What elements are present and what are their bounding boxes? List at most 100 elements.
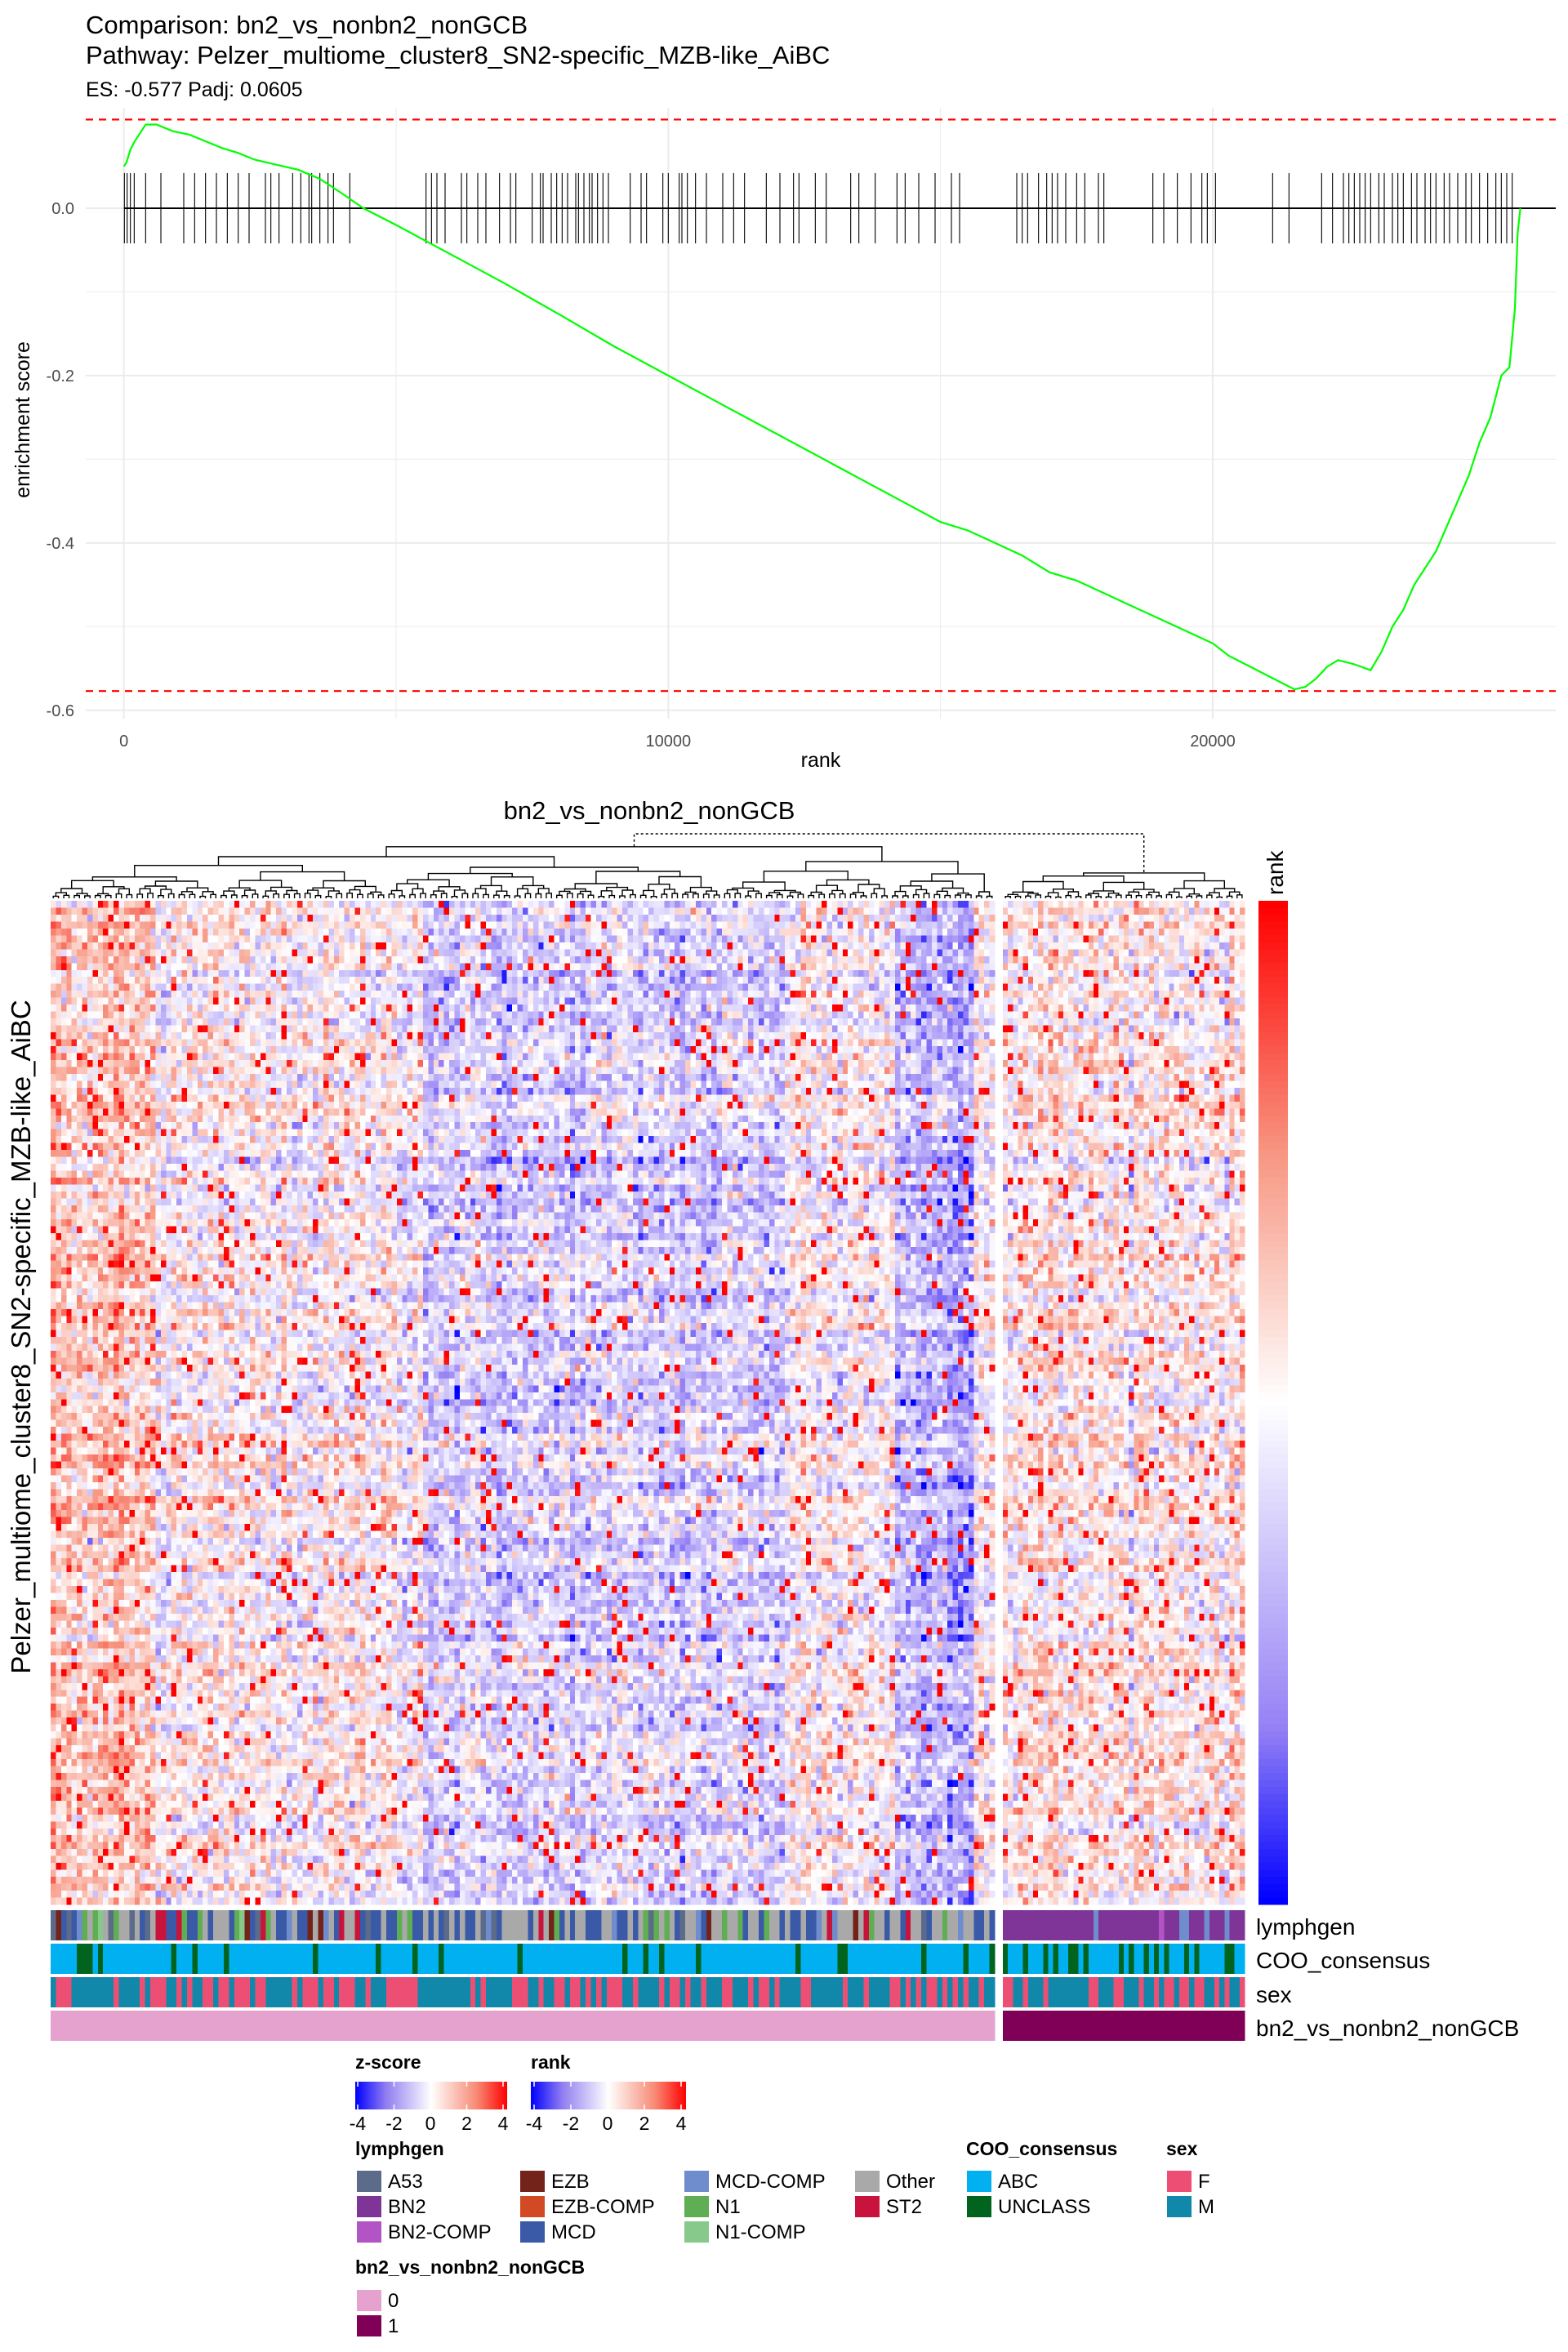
- heatmap-cell: [774, 1067, 781, 1075]
- heatmap-cell: [296, 969, 303, 978]
- heatmap-cell: [921, 942, 928, 950]
- heatmap-cell: [732, 921, 738, 929]
- heatmap-cell: [795, 914, 801, 923]
- heatmap-cell: [805, 983, 812, 991]
- heatmap-cell: [853, 1059, 859, 1068]
- heatmap-cell: [97, 914, 104, 923]
- heatmap-cell: [486, 1039, 492, 1047]
- heatmap-cell: [265, 997, 272, 1005]
- heatmap-cell: [874, 1045, 880, 1054]
- heatmap-cell: [480, 1004, 487, 1013]
- heatmap-cell: [822, 921, 828, 929]
- heatmap-cell: [365, 969, 372, 978]
- heatmap-cell: [350, 977, 356, 985]
- heatmap-cell: [339, 956, 345, 964]
- heatmap-cell: [958, 949, 964, 957]
- heatmap-cell: [915, 907, 922, 915]
- heatmap-cell: [250, 983, 256, 991]
- heatmap-cell: [386, 1053, 393, 1061]
- heatmap-cell: [664, 942, 670, 950]
- heatmap-cell: [984, 997, 991, 1005]
- heatmap-cell: [963, 1045, 969, 1054]
- heatmap-cell: [475, 1004, 482, 1013]
- heatmap-cell: [250, 1059, 256, 1068]
- heatmap-cell: [359, 921, 366, 929]
- heatmap-cell: [942, 942, 948, 950]
- heatmap-cell: [302, 1073, 309, 1081]
- heatmap-cell: [281, 1011, 287, 1019]
- heatmap-cell: [496, 921, 502, 929]
- heatmap-cell: [281, 991, 287, 999]
- heatmap-cell: [449, 1059, 456, 1068]
- heatmap-cell: [213, 963, 220, 971]
- heatmap-cell: [433, 928, 439, 936]
- heatmap-cell: [475, 928, 482, 936]
- heatmap-cell: [370, 901, 376, 909]
- heatmap-cell: [396, 1045, 403, 1054]
- heatmap-cell: [60, 1059, 67, 1068]
- heatmap-cell: [160, 1025, 167, 1033]
- heatmap-cell: [638, 1067, 644, 1075]
- heatmap-cell: [82, 969, 88, 978]
- heatmap-cell: [759, 1004, 765, 1013]
- heatmap-cell: [396, 977, 403, 985]
- heatmap-cell: [926, 1032, 933, 1040]
- heatmap-cell: [900, 928, 906, 936]
- heatmap-cell: [56, 1039, 62, 1047]
- heatmap-cell: [590, 949, 597, 957]
- dendrogram-branch: [220, 894, 227, 898]
- heatmap-cell: [701, 1045, 707, 1054]
- heatmap-cell: [376, 963, 382, 971]
- heatmap-cell: [753, 1018, 760, 1027]
- heatmap-cell: [942, 983, 948, 991]
- heatmap-cell: [837, 997, 844, 1005]
- heatmap-cell: [889, 997, 896, 1005]
- heatmap-cell: [465, 1059, 471, 1068]
- heatmap-cell: [638, 963, 644, 971]
- heatmap-cell: [470, 963, 476, 971]
- heatmap-cell: [92, 969, 99, 978]
- heatmap-cell: [638, 997, 644, 1005]
- heatmap-cell: [753, 1011, 760, 1019]
- dendrogram-branch: [1156, 895, 1162, 898]
- heatmap-cell: [528, 935, 534, 943]
- heatmap-cell: [800, 1059, 807, 1068]
- heatmap-cell: [706, 1018, 712, 1027]
- heatmap-cell: [727, 956, 733, 964]
- heatmap-cell: [826, 1045, 833, 1054]
- heatmap-cell: [617, 949, 623, 957]
- heatmap-cell: [333, 997, 340, 1005]
- heatmap-cell: [97, 1018, 104, 1027]
- heatmap-cell: [601, 956, 608, 964]
- heatmap-cell: [800, 1004, 807, 1013]
- heatmap-cell: [155, 901, 162, 909]
- heatmap-cell: [333, 956, 340, 964]
- heatmap-cell: [900, 914, 906, 923]
- heatmap-cell: [470, 921, 476, 929]
- heatmap-cell: [302, 956, 309, 964]
- heatmap-cell: [822, 956, 828, 964]
- heatmap-cell: [543, 963, 550, 971]
- heatmap-cell: [774, 907, 781, 915]
- heatmap-cell: [470, 901, 476, 909]
- heatmap-cell: [837, 949, 844, 957]
- heatmap-cell: [339, 969, 345, 978]
- heatmap-cell: [831, 991, 838, 999]
- heatmap-cell: [449, 963, 456, 971]
- heatmap-cell: [606, 963, 612, 971]
- heatmap-cell: [192, 901, 198, 909]
- heatmap-cell: [459, 1059, 466, 1068]
- heatmap-cell: [239, 1004, 246, 1013]
- heatmap-cell: [92, 928, 99, 936]
- heatmap-cell: [669, 901, 675, 909]
- heatmap-cell: [716, 901, 723, 909]
- heatmap-cell: [339, 1004, 345, 1013]
- heatmap-cell: [853, 901, 859, 909]
- heatmap-cell: [381, 907, 387, 915]
- heatmap-cell: [685, 907, 692, 915]
- heatmap-cell: [313, 921, 319, 929]
- heatmap-cell: [412, 1053, 419, 1061]
- heatmap-cell: [386, 956, 393, 964]
- heatmap-cell: [181, 907, 188, 915]
- heatmap-cell: [695, 935, 702, 943]
